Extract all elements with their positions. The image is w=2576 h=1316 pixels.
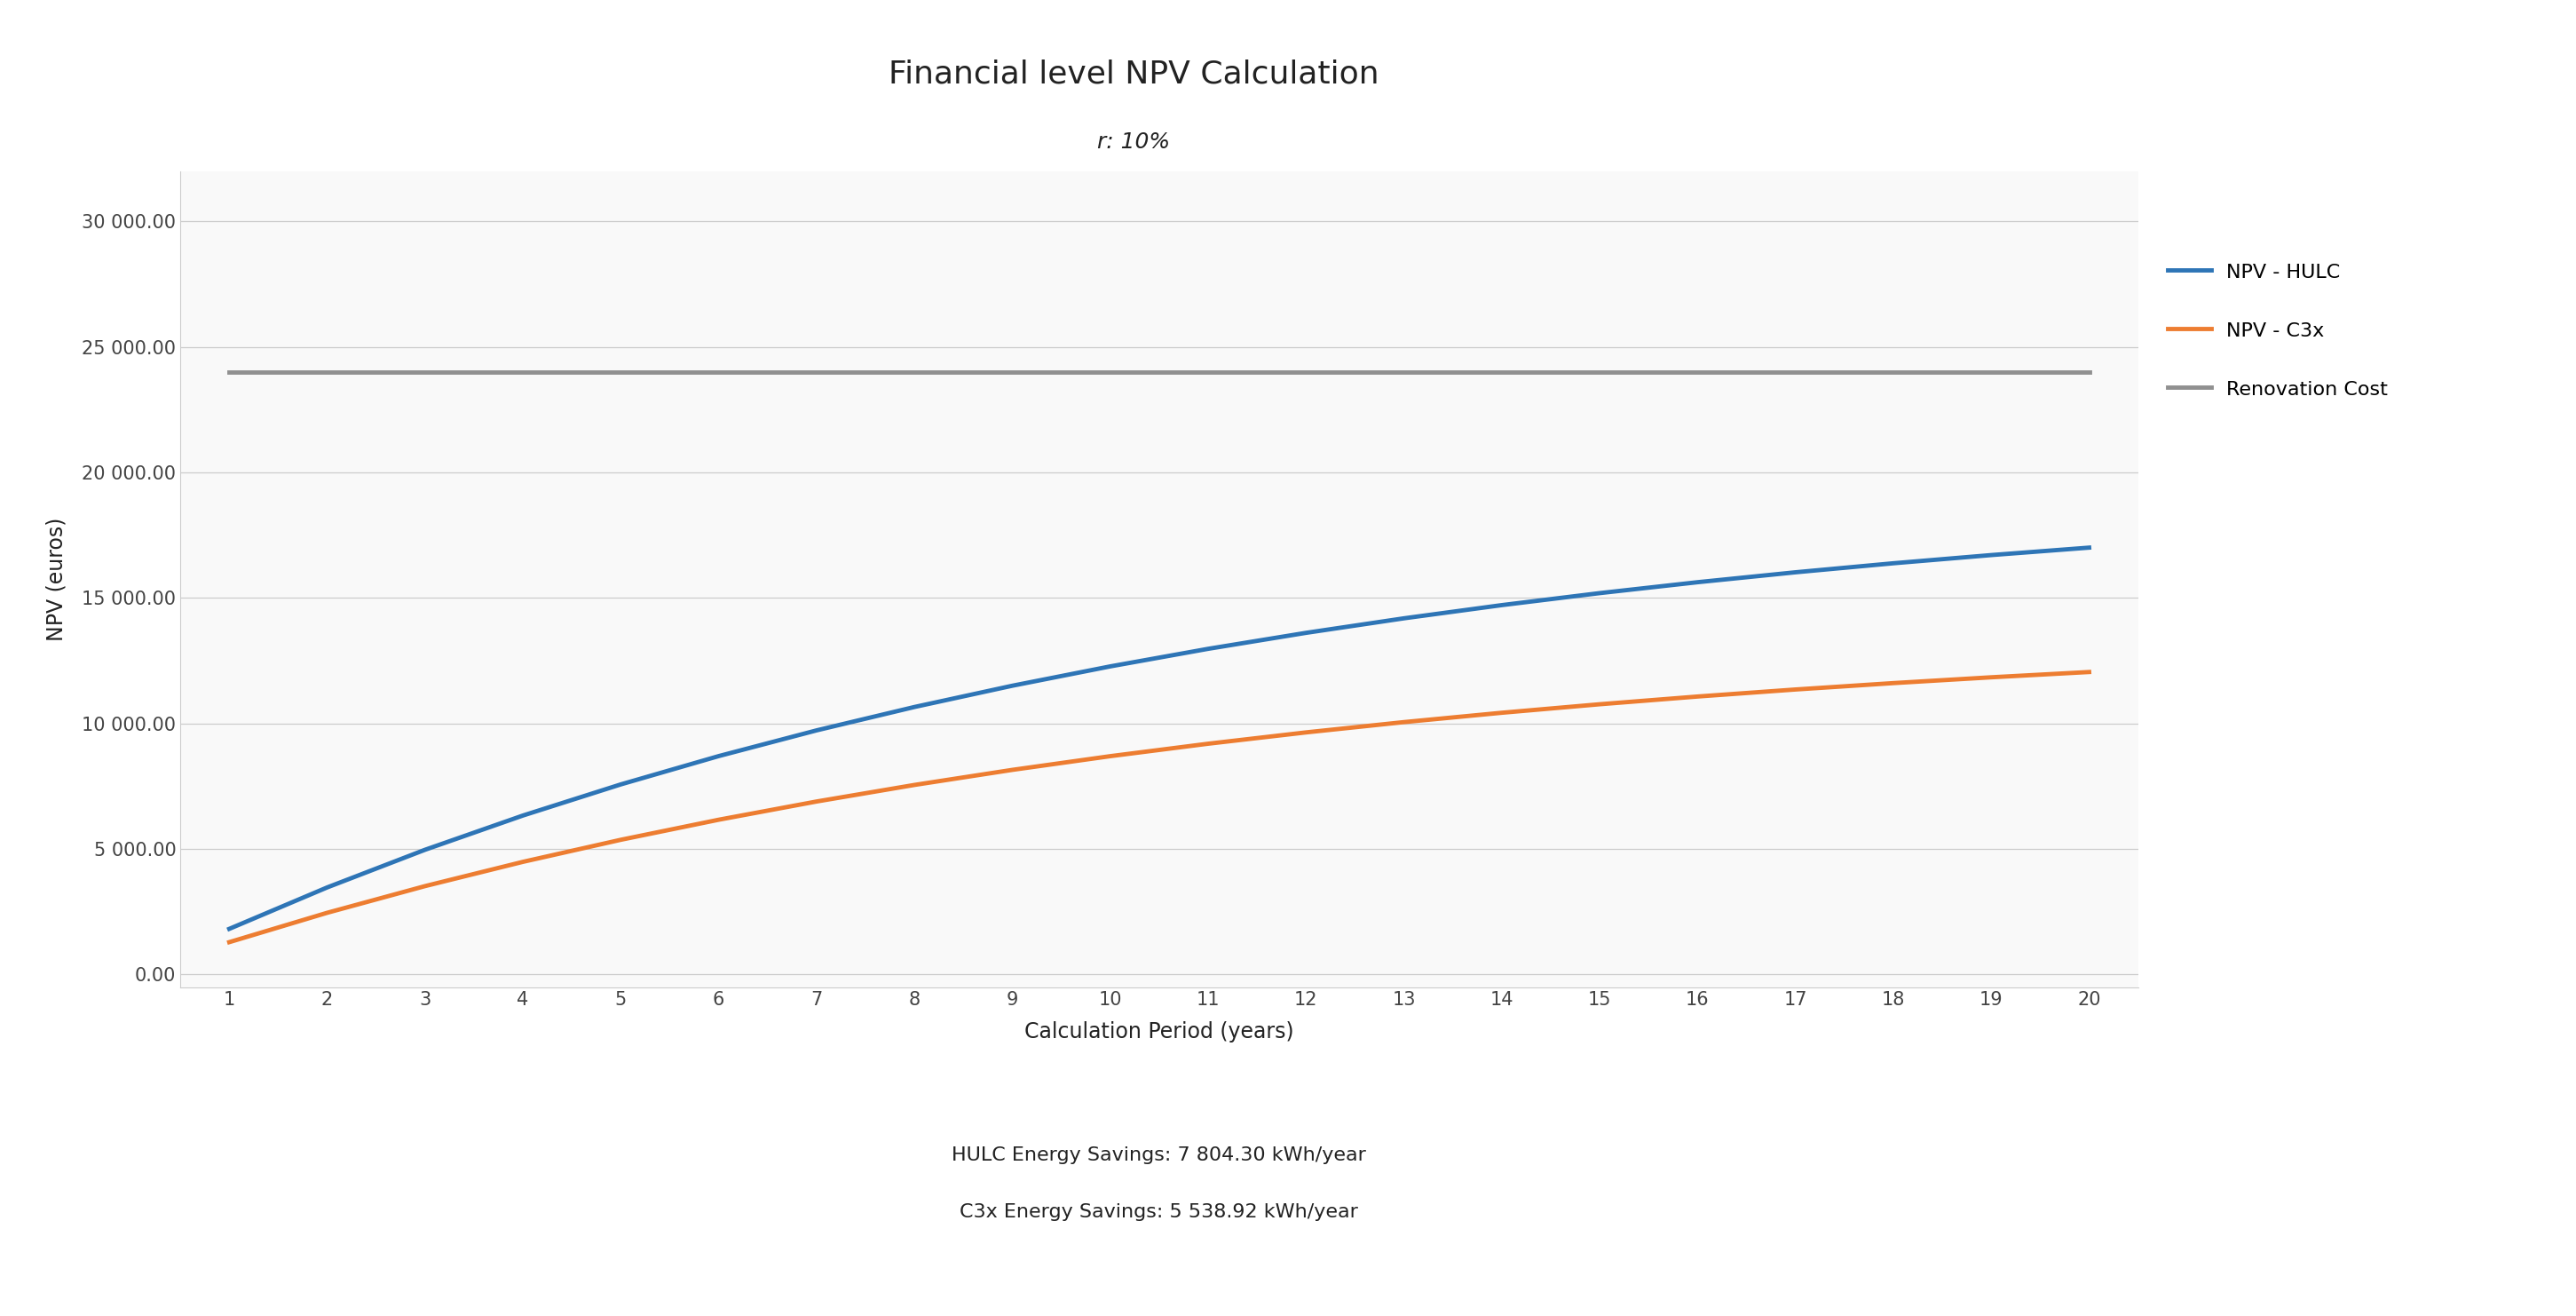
Renovation Cost: [997, 365, 1028, 380]
NPV - C3x: [1878, 675, 1909, 691]
NPV - HULC: [507, 808, 538, 824]
Renovation Cost: [1878, 365, 1909, 380]
NPV - C3x: [1291, 725, 1321, 741]
Renovation Cost: [312, 365, 343, 380]
Line: NPV - C3x: NPV - C3x: [229, 672, 2089, 942]
NPV - HULC: [410, 842, 440, 858]
NPV - HULC: [1682, 574, 1713, 590]
Renovation Cost: [507, 365, 538, 380]
NPV - HULC: [703, 749, 734, 765]
NPV - C3x: [703, 812, 734, 828]
Renovation Cost: [703, 365, 734, 380]
Renovation Cost: [605, 365, 636, 380]
Renovation Cost: [1193, 365, 1224, 380]
NPV - C3x: [2074, 665, 2105, 680]
NPV - C3x: [605, 832, 636, 848]
NPV - HULC: [801, 722, 832, 738]
Text: r: 10%: r: 10%: [1097, 132, 1170, 153]
NPV - HULC: [1878, 555, 1909, 571]
NPV - HULC: [605, 776, 636, 792]
NPV - HULC: [2074, 540, 2105, 555]
Renovation Cost: [1388, 365, 1419, 380]
NPV - HULC: [1486, 597, 1517, 613]
NPV - C3x: [1780, 682, 1811, 697]
NPV - HULC: [312, 879, 343, 895]
Renovation Cost: [1780, 365, 1811, 380]
Renovation Cost: [899, 365, 930, 380]
NPV - C3x: [312, 905, 343, 921]
NPV - C3x: [1682, 688, 1713, 704]
X-axis label: Calculation Period (years): Calculation Period (years): [1025, 1021, 1293, 1042]
Renovation Cost: [1976, 365, 2007, 380]
Renovation Cost: [2074, 365, 2105, 380]
NPV - C3x: [801, 794, 832, 809]
Renovation Cost: [410, 365, 440, 380]
Renovation Cost: [1682, 365, 1713, 380]
NPV - C3x: [1095, 749, 1126, 765]
NPV - HULC: [1584, 586, 1615, 601]
NPV - HULC: [1291, 625, 1321, 641]
NPV - C3x: [507, 854, 538, 870]
NPV - HULC: [899, 699, 930, 715]
NPV - C3x: [1976, 670, 2007, 686]
NPV - HULC: [1095, 658, 1126, 674]
NPV - C3x: [1486, 705, 1517, 721]
Line: NPV - HULC: NPV - HULC: [229, 547, 2089, 929]
Renovation Cost: [1486, 365, 1517, 380]
NPV - HULC: [997, 678, 1028, 694]
Renovation Cost: [1095, 365, 1126, 380]
NPV - C3x: [1193, 736, 1224, 751]
Text: Financial level NPV Calculation: Financial level NPV Calculation: [889, 59, 1378, 89]
Y-axis label: NPV (euros): NPV (euros): [46, 517, 67, 641]
Renovation Cost: [1584, 365, 1615, 380]
Renovation Cost: [1291, 365, 1321, 380]
Renovation Cost: [801, 365, 832, 380]
Legend: NPV - HULC, NPV - C3x, Renovation Cost: NPV - HULC, NPV - C3x, Renovation Cost: [2166, 262, 2388, 399]
NPV - HULC: [1976, 547, 2007, 563]
Renovation Cost: [214, 365, 245, 380]
NPV - C3x: [899, 776, 930, 792]
NPV - HULC: [1388, 611, 1419, 626]
NPV - C3x: [1584, 696, 1615, 712]
NPV - C3x: [1388, 715, 1419, 730]
NPV - C3x: [997, 762, 1028, 778]
Text: HULC Energy Savings: 7 804.30 kWh/year: HULC Energy Savings: 7 804.30 kWh/year: [953, 1146, 1365, 1163]
NPV - C3x: [214, 934, 245, 950]
NPV - C3x: [410, 878, 440, 894]
NPV - HULC: [214, 921, 245, 937]
Text: C3x Energy Savings: 5 538.92 kWh/year: C3x Energy Savings: 5 538.92 kWh/year: [961, 1203, 1358, 1221]
NPV - HULC: [1780, 565, 1811, 580]
NPV - HULC: [1193, 641, 1224, 657]
